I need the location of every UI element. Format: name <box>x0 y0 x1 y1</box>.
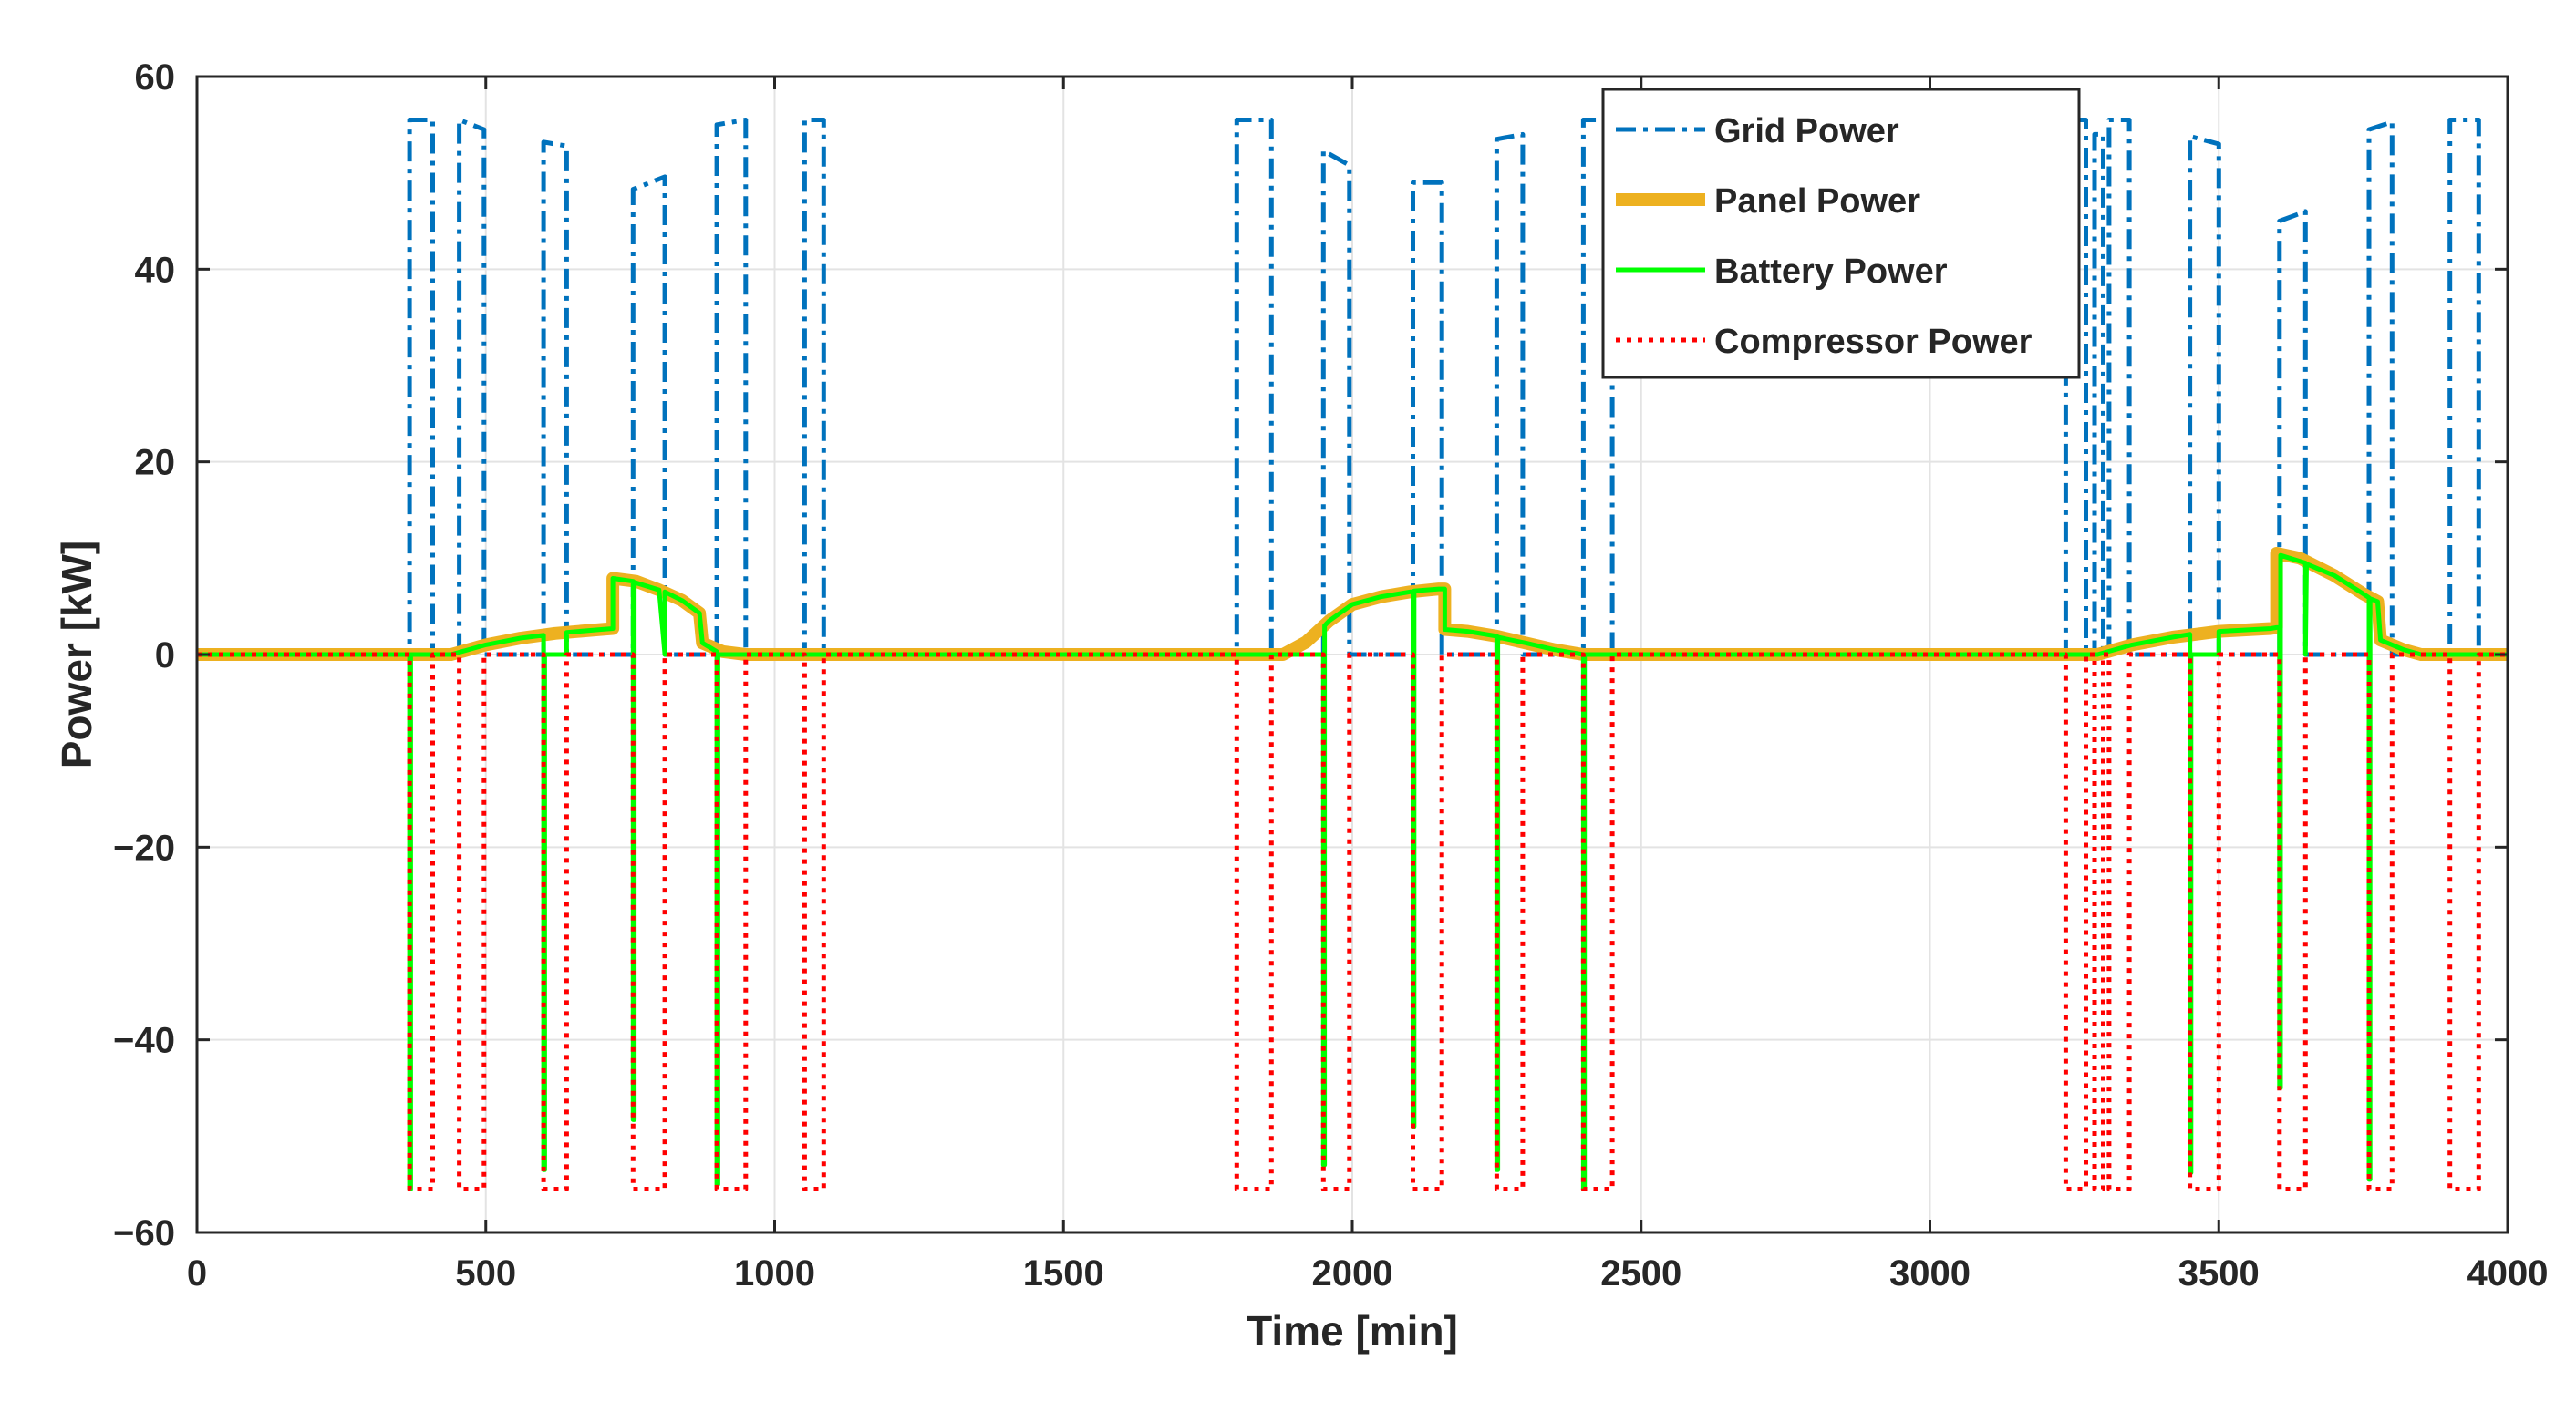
y-tick-label: −60 <box>113 1213 175 1253</box>
legend-label-grid-power: Grid Power <box>1714 112 1899 150</box>
series-lines <box>197 118 2508 1191</box>
axis-ticks: 0 500 1000 1500 2000 2500 3000 3500 4000 −60 −40 −2… <box>113 57 2548 1294</box>
series-line-battery-power <box>197 552 2508 1191</box>
y-tick-label: 20 <box>135 443 176 483</box>
x-tick-label: 3000 <box>1889 1253 1971 1294</box>
legend: Grid Power Panel Power Battery Power Compre… <box>1601 88 2081 379</box>
legend-label-compressor-power: Compressor Power <box>1714 323 2033 361</box>
legend-label-panel-power: Panel Power <box>1714 182 1920 221</box>
y-tick-label: −40 <box>113 1021 175 1061</box>
x-tick-label: 4000 <box>2467 1253 2549 1294</box>
y-tick-label: 0 <box>155 635 175 675</box>
x-tick-label: 1000 <box>734 1253 815 1294</box>
x-tick-label: 0 <box>187 1253 207 1294</box>
x-tick-label: 3500 <box>2178 1253 2260 1294</box>
y-axis-label: Power [kW] <box>53 541 100 768</box>
legend-box <box>1601 88 2081 379</box>
series-line-compressor-power <box>197 652 2508 1191</box>
x-tick-label: 2000 <box>1312 1253 1393 1294</box>
x-tick-label: 1500 <box>1023 1253 1104 1294</box>
y-tick-label: 60 <box>135 57 176 98</box>
legend-label-battery-power: Battery Power <box>1714 253 1948 291</box>
y-tick-label: 40 <box>135 250 176 290</box>
x-tick-label: 500 <box>455 1253 516 1294</box>
x-tick-label: 2500 <box>1600 1253 1681 1294</box>
y-tick-label: −20 <box>113 828 175 868</box>
x-axis-label: Time [min] <box>1247 1307 1458 1355</box>
